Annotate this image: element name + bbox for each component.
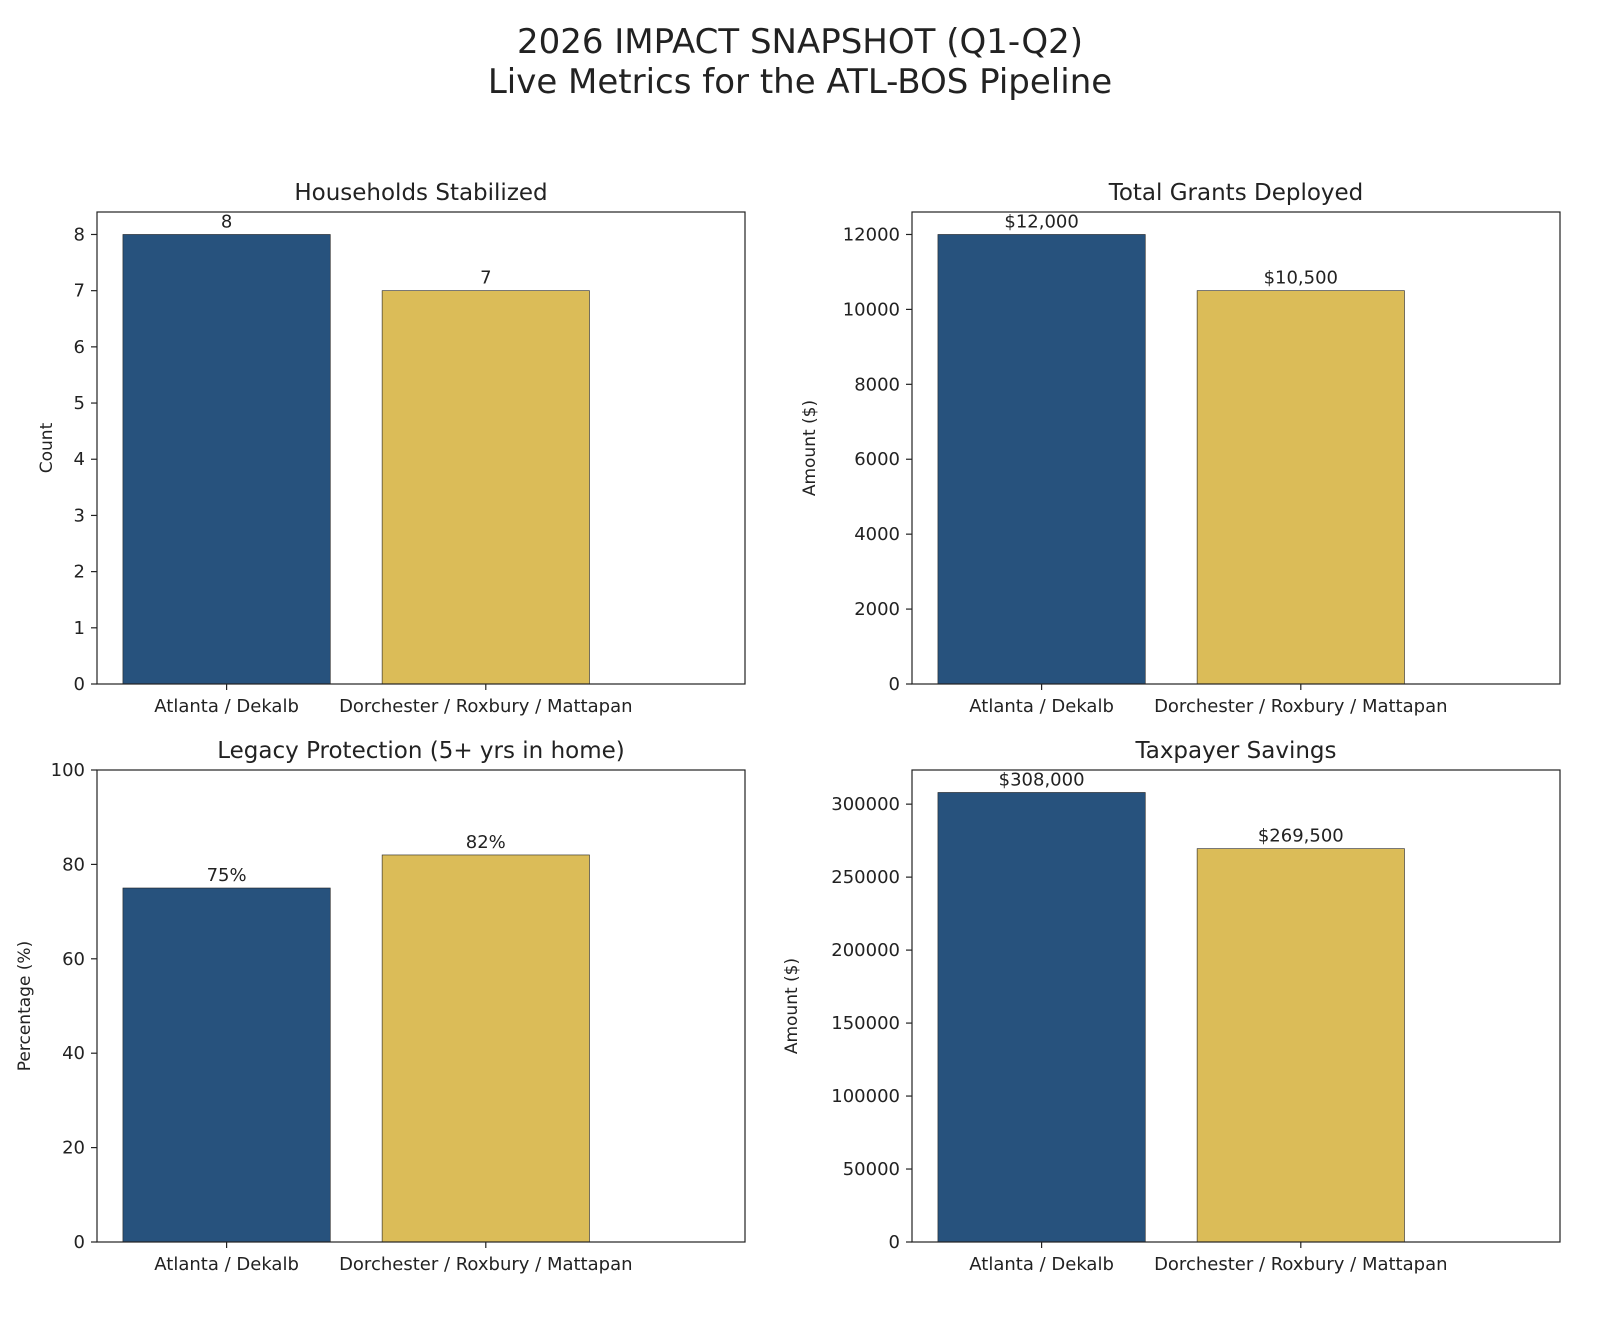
- chart-panel-3: Legacy Protection (5+ yrs in home) 75% Atl…: [15, 738, 746, 1275]
- y-tick-label: 40: [62, 1043, 85, 1064]
- y-axis-label: Amount ($): [782, 958, 802, 1054]
- y-tick-label: 100000: [831, 1086, 900, 1107]
- chart-suptitle-line-1: 2026 IMPACT SNAPSHOT (Q1-Q2): [516, 22, 1084, 62]
- bar-boston: [381, 290, 590, 685]
- chart-suptitle-line-2: Live Metrics for the ATL-BOS Pipeline: [487, 62, 1113, 102]
- y-tick-label: 100: [51, 760, 85, 781]
- x-tick-label: Dorchester / Roxbury / Mattapan: [339, 696, 632, 717]
- y-tick-label: 2000: [854, 599, 900, 620]
- bar-data-label: 75%: [207, 865, 247, 886]
- y-tick-label: 1: [74, 618, 85, 639]
- bar-data-label: $308,000: [999, 769, 1085, 790]
- plot-frame: [911, 769, 1561, 1243]
- x-tick-label: Dorchester / Roxbury / Mattapan: [1154, 696, 1447, 717]
- y-tick-label: 2: [74, 562, 85, 583]
- plot-frame: [96, 769, 746, 1243]
- y-tick-label: 250000: [831, 867, 900, 888]
- y-axis-label: Count: [37, 422, 57, 473]
- bar-atlanta: [937, 792, 1146, 1243]
- y-tick-label: 5: [74, 393, 85, 414]
- y-tick-label: 8000: [854, 374, 900, 395]
- y-axis-label: Percentage (%): [15, 941, 35, 1071]
- chart-title: Total Grants Deployed: [1108, 180, 1364, 206]
- y-tick-label: 6: [74, 337, 85, 358]
- y-tick-label: 0: [889, 674, 900, 695]
- bar-atlanta: [937, 234, 1146, 685]
- y-tick-label: 50000: [843, 1159, 900, 1180]
- x-tick-label: Atlanta / Dekalb: [154, 1254, 299, 1275]
- y-tick-label: 7: [74, 281, 85, 302]
- chart-panel-4: Taxpayer Savings $308,000 Atlanta / Dekalb…: [782, 738, 1561, 1275]
- x-tick-label: Dorchester / Roxbury / Mattapan: [339, 1254, 632, 1275]
- y-tick-label: 3: [74, 505, 85, 526]
- x-tick-label: Atlanta / Dekalb: [154, 696, 299, 717]
- bar-data-label: $12,000: [1004, 211, 1078, 232]
- bar-atlanta: [122, 234, 331, 685]
- plot-frame: [96, 211, 746, 685]
- bar-data-label: 82%: [466, 832, 506, 853]
- chart-title: Households Stabilized: [294, 180, 547, 206]
- chart-panel-1: Households Stabilized 8 Atlanta / Dekalb 7 D…: [37, 180, 746, 717]
- bar-atlanta: [122, 887, 331, 1243]
- bar-boston: [1196, 290, 1405, 685]
- x-tick-label: Atlanta / Dekalb: [969, 696, 1114, 717]
- x-tick-label: Atlanta / Dekalb: [969, 1254, 1114, 1275]
- y-axis-label: Amount ($): [800, 400, 820, 496]
- y-tick-label: 200000: [831, 940, 900, 961]
- y-tick-label: 4: [74, 449, 85, 470]
- bar-boston: [381, 854, 590, 1243]
- plot-frame: [911, 211, 1561, 685]
- y-tick-label: 8: [74, 224, 85, 245]
- y-tick-label: 60: [62, 949, 85, 970]
- y-tick-label: 6000: [854, 449, 900, 470]
- y-tick-label: 0: [74, 1232, 85, 1253]
- y-tick-label: 4000: [854, 524, 900, 545]
- y-tick-label: 300000: [831, 794, 900, 815]
- bar-data-label: $269,500: [1258, 826, 1344, 847]
- y-tick-label: 20: [62, 1138, 85, 1159]
- y-tick-label: 10000: [843, 299, 900, 320]
- chart-title: Legacy Protection (5+ yrs in home): [217, 738, 625, 764]
- y-tick-label: 12000: [843, 224, 900, 245]
- bar-data-label: 7: [480, 268, 491, 289]
- y-tick-label: 0: [889, 1232, 900, 1253]
- bar-boston: [1196, 848, 1405, 1243]
- y-tick-label: 80: [62, 854, 85, 875]
- chart-panel-2: Total Grants Deployed $12,000 Atlanta / De…: [800, 180, 1561, 717]
- bar-data-label: $10,500: [1264, 268, 1338, 289]
- y-tick-label: 0: [74, 674, 85, 695]
- bar-data-label: 8: [221, 211, 232, 232]
- x-tick-label: Dorchester / Roxbury / Mattapan: [1154, 1254, 1447, 1275]
- chart-title: Taxpayer Savings: [1134, 738, 1336, 764]
- y-tick-label: 150000: [831, 1013, 900, 1034]
